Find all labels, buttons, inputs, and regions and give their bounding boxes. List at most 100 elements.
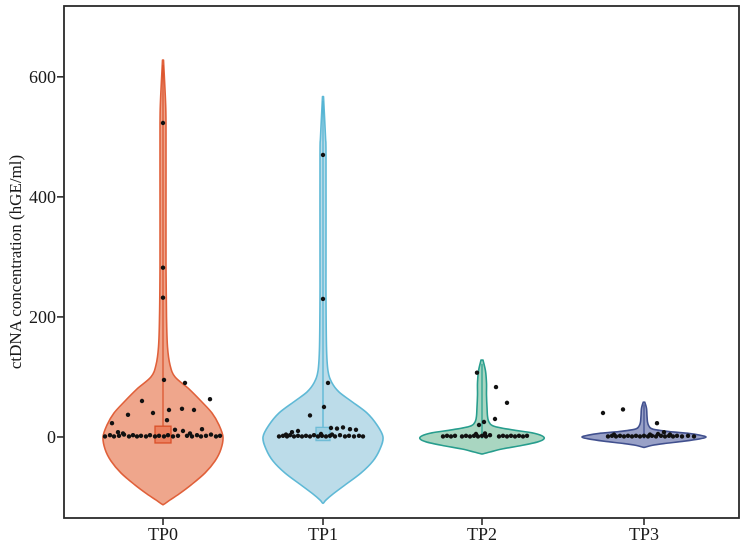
data-point xyxy=(356,433,362,438)
data-point xyxy=(463,433,469,438)
data-point xyxy=(311,433,317,438)
data-point xyxy=(691,434,697,439)
data-points-TP2 xyxy=(440,370,530,439)
data-point xyxy=(600,410,606,416)
data-point xyxy=(156,433,162,438)
data-point xyxy=(329,432,335,437)
data-point xyxy=(291,434,297,439)
data-point xyxy=(194,433,200,438)
data-point xyxy=(611,432,617,437)
data-point xyxy=(440,434,446,439)
data-point xyxy=(508,433,514,438)
data-point xyxy=(496,434,502,439)
data-point xyxy=(184,433,190,438)
data-point xyxy=(175,433,181,438)
data-point xyxy=(492,416,498,422)
data-point xyxy=(172,427,178,432)
data-point xyxy=(605,434,611,439)
data-point xyxy=(444,433,450,438)
data-point xyxy=(203,433,209,438)
data-point xyxy=(658,433,664,438)
data-point xyxy=(647,432,653,437)
data-point xyxy=(487,433,493,438)
data-point xyxy=(667,432,673,437)
data-point xyxy=(685,433,691,438)
data-point xyxy=(500,433,506,438)
data-point xyxy=(321,404,327,410)
data-point xyxy=(217,433,223,438)
data-point xyxy=(283,432,289,437)
data-point xyxy=(520,434,526,439)
data-point xyxy=(182,380,188,386)
data-point xyxy=(102,434,108,439)
data-point xyxy=(334,426,340,431)
data-point xyxy=(116,433,122,438)
data-point xyxy=(347,427,353,432)
data-point xyxy=(641,433,647,438)
x-tick-label-tp0: TP0 xyxy=(147,524,178,544)
data-point xyxy=(150,410,156,416)
y-tick-label-600: 600 xyxy=(29,67,56,87)
data-point xyxy=(342,434,348,439)
data-point xyxy=(351,434,357,439)
data-point xyxy=(160,265,166,270)
x-tick-label-tp3: TP3 xyxy=(628,524,659,544)
data-point xyxy=(207,397,213,402)
data-point xyxy=(180,428,186,434)
data-point xyxy=(620,407,626,412)
data-point xyxy=(208,432,214,437)
data-point xyxy=(160,120,166,126)
data-points-TP0 xyxy=(102,120,223,439)
data-point xyxy=(493,384,499,390)
data-point xyxy=(139,398,145,404)
data-point xyxy=(189,434,195,439)
data-point xyxy=(152,434,158,439)
data-points-TP3 xyxy=(600,407,697,439)
data-point xyxy=(323,434,329,439)
plot-frame xyxy=(63,5,740,519)
data-point xyxy=(121,432,127,437)
data-point xyxy=(320,152,326,158)
data-point xyxy=(134,434,140,439)
data-point xyxy=(147,433,153,438)
data-point xyxy=(307,434,313,439)
data-point xyxy=(637,434,643,439)
data-point xyxy=(276,434,282,439)
x-tick-label-tp1: TP1 xyxy=(307,524,338,544)
data-point xyxy=(130,433,136,438)
data-point xyxy=(295,428,301,434)
data-point xyxy=(191,407,197,413)
data-point xyxy=(633,433,639,438)
data-point xyxy=(166,407,172,413)
data-point xyxy=(476,422,482,428)
data-point xyxy=(320,296,326,302)
data-point xyxy=(661,430,667,435)
data-point xyxy=(346,433,352,438)
data-point xyxy=(125,412,131,417)
data-point xyxy=(109,421,115,426)
data-point xyxy=(353,427,359,432)
data-point xyxy=(629,434,635,439)
data-point xyxy=(303,433,309,438)
data-point xyxy=(161,434,167,439)
data-point xyxy=(107,433,113,438)
data-point xyxy=(138,433,144,438)
data-point xyxy=(126,434,132,439)
data-point xyxy=(504,400,510,405)
data-point xyxy=(617,433,623,438)
data-point xyxy=(299,434,305,439)
data-point xyxy=(481,419,487,425)
data-point xyxy=(653,434,659,439)
data-point xyxy=(170,434,176,439)
data-point xyxy=(662,434,668,439)
data-point xyxy=(448,434,454,439)
data-point xyxy=(143,434,149,439)
data-point xyxy=(325,380,331,386)
y-tick-label-0: 0 xyxy=(47,427,56,447)
data-point xyxy=(115,430,121,435)
data-point xyxy=(512,434,518,439)
data-point xyxy=(674,433,680,438)
data-point xyxy=(516,433,522,438)
data-point xyxy=(340,425,346,430)
